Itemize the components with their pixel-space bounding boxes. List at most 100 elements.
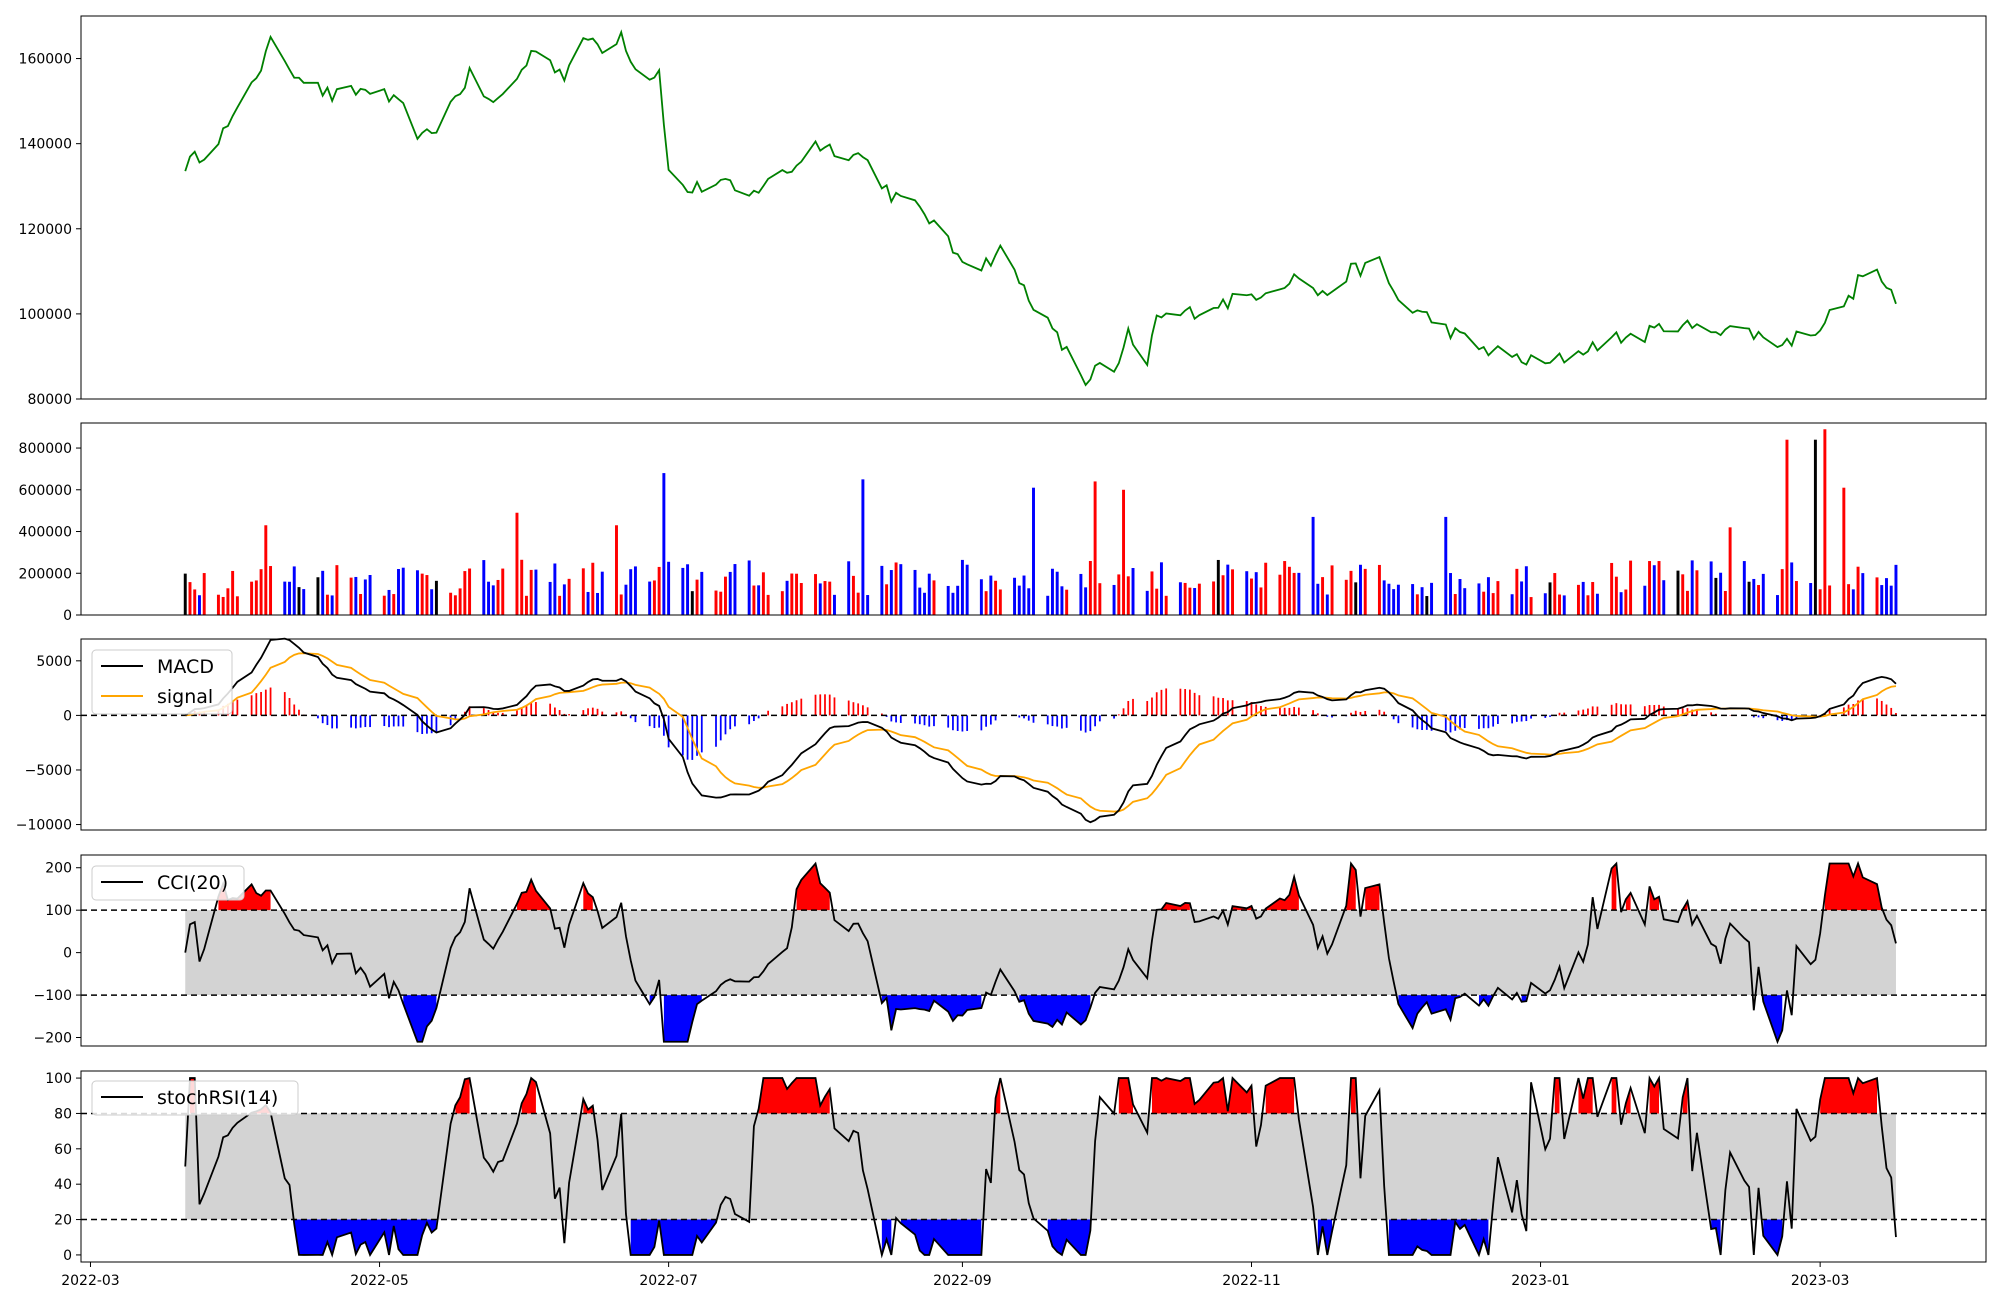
volume-bar bbox=[1444, 516, 1448, 615]
volume-bar bbox=[415, 570, 419, 615]
volume-bar bbox=[1382, 580, 1386, 615]
macd-histogram-bar bbox=[269, 687, 272, 716]
volume-bar bbox=[1643, 585, 1647, 615]
macd-histogram-bar bbox=[1454, 715, 1457, 731]
macd-histogram-bar bbox=[1828, 709, 1831, 716]
macd-histogram-bar bbox=[1653, 705, 1656, 716]
volume-bar bbox=[1752, 578, 1756, 615]
stochrsi-legend-box bbox=[91, 1080, 299, 1116]
volume-bar bbox=[1780, 569, 1784, 615]
volume-bar bbox=[624, 584, 628, 615]
cci-overbought-fill bbox=[218, 883, 271, 911]
volume-bar bbox=[695, 579, 699, 615]
price-y-tick-label: 80000 bbox=[27, 392, 72, 408]
volume-bar bbox=[1027, 588, 1031, 615]
volume-bar bbox=[1155, 588, 1159, 615]
x-tick-label: 2022-07 bbox=[639, 1273, 698, 1289]
macd-histogram-bar bbox=[1610, 704, 1613, 716]
stochrsi-y-tick-label: 40 bbox=[54, 1177, 72, 1193]
macd-histogram-bar bbox=[1132, 698, 1134, 716]
stochrsi-overbought-fill bbox=[1554, 1078, 1560, 1114]
volume-bar bbox=[861, 479, 865, 615]
macd-histogram-bar bbox=[1696, 710, 1698, 716]
volume-bar bbox=[866, 595, 870, 615]
macd-histogram-bar bbox=[952, 715, 954, 731]
volume-bar bbox=[1842, 487, 1846, 615]
volume-bar bbox=[354, 576, 358, 615]
macd-histogram-bar bbox=[1364, 710, 1367, 716]
volume-frame bbox=[80, 422, 1987, 616]
volume-bar bbox=[221, 596, 225, 615]
macd-histogram-bar bbox=[1482, 715, 1485, 729]
stochrsi-overbought-fill bbox=[1682, 1078, 1688, 1114]
volume-bar bbox=[1197, 583, 1201, 615]
x-tick-label: 2022-11 bbox=[1222, 1273, 1281, 1289]
cci-panel: −200 −100 0 100 200 CCI(20) bbox=[34, 854, 1987, 1047]
macd-histogram-bar bbox=[1051, 715, 1054, 727]
volume-bar bbox=[397, 569, 400, 615]
macd-histogram-bar bbox=[947, 715, 950, 728]
macd-histogram-bar bbox=[1497, 715, 1499, 724]
volume-bar bbox=[761, 572, 765, 615]
macd-histogram-bar bbox=[530, 703, 533, 716]
volume-bar bbox=[1392, 589, 1396, 615]
macd-histogram-bar bbox=[336, 715, 338, 729]
volume-bar bbox=[401, 567, 405, 615]
macd-histogram-bar bbox=[1018, 715, 1021, 718]
volume-bar bbox=[1875, 577, 1879, 615]
volume-bar bbox=[1017, 585, 1021, 615]
macd-histogram-bar bbox=[729, 715, 732, 730]
volume-bar bbox=[1828, 585, 1832, 615]
macd-histogram-bar bbox=[1189, 689, 1191, 716]
signal-legend-label: signal bbox=[157, 686, 213, 708]
volume-bar bbox=[1325, 594, 1329, 615]
macd-histogram-bar bbox=[1430, 715, 1433, 731]
cci-legend: CCI(20) bbox=[91, 865, 245, 901]
volume-y-tick-label: 800000 bbox=[19, 441, 72, 457]
volume-bar bbox=[1359, 564, 1362, 615]
volume-bar bbox=[1747, 581, 1751, 615]
macd-histogram-bar bbox=[1515, 715, 1518, 722]
volume-bar bbox=[1122, 489, 1126, 615]
macd-histogram-bar bbox=[298, 709, 300, 716]
cci-y-tick-label: −100 bbox=[34, 988, 72, 1004]
macd-histogram-bar bbox=[629, 715, 632, 719]
volume-y-tick-label: 400000 bbox=[19, 525, 72, 541]
macd-histogram-bar bbox=[1786, 715, 1788, 721]
macd-histogram-bar bbox=[264, 689, 267, 716]
volume-bar bbox=[1425, 596, 1429, 615]
volume-bar bbox=[1809, 583, 1813, 615]
macd-histogram-bar bbox=[1297, 707, 1300, 716]
volume-bar bbox=[984, 591, 988, 615]
volume-bar bbox=[1216, 559, 1220, 615]
macd-histogram-bar bbox=[833, 697, 836, 716]
macd-histogram-bar bbox=[1620, 704, 1622, 716]
x-tick-label: 2022-03 bbox=[61, 1273, 120, 1289]
macd-histogram-bar bbox=[402, 715, 405, 727]
macd-histogram-bar bbox=[890, 715, 893, 722]
volume-bar bbox=[302, 589, 306, 615]
volume-bar bbox=[823, 581, 827, 615]
macd-histogram-bar bbox=[1283, 707, 1286, 716]
volume-bar bbox=[1685, 590, 1689, 615]
macd-histogram-bar bbox=[961, 715, 964, 732]
volume-bar bbox=[1088, 560, 1092, 615]
macd-histogram-bar bbox=[1326, 715, 1329, 717]
macd-histogram-bar bbox=[369, 715, 371, 728]
volume-bar bbox=[633, 566, 637, 615]
cci-y-tick-label: 0 bbox=[63, 946, 72, 962]
macd-histogram-bar bbox=[535, 702, 537, 716]
volume-bar bbox=[562, 584, 566, 615]
volume-bar bbox=[1250, 578, 1253, 615]
stochrsi-y-tick-label: 60 bbox=[54, 1142, 72, 1158]
volume-bar bbox=[1894, 564, 1898, 615]
volume-bar bbox=[1856, 566, 1860, 615]
volume-bar bbox=[382, 595, 386, 615]
volume-bar bbox=[330, 595, 334, 615]
price-frame bbox=[80, 15, 1987, 400]
stochrsi-y-tick-label: 100 bbox=[45, 1071, 72, 1087]
stochrsi-overbought-fill bbox=[758, 1078, 830, 1114]
volume-bar bbox=[799, 583, 803, 615]
macd-histogram-bar bbox=[724, 715, 727, 735]
volume-bar bbox=[1776, 595, 1779, 615]
